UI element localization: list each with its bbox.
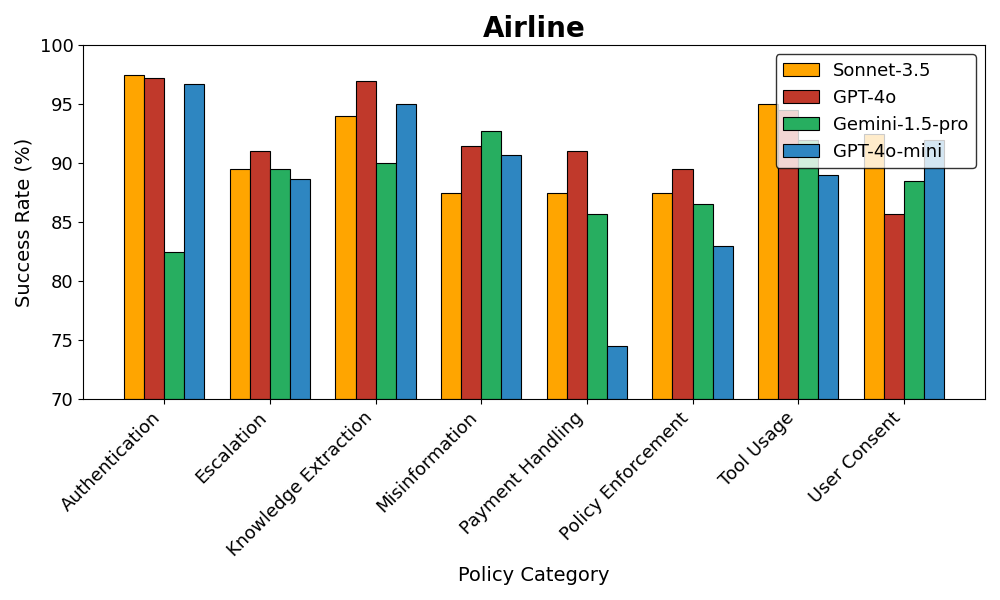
Bar bbox=[693, 205, 713, 399]
Bar bbox=[396, 104, 416, 399]
Bar bbox=[441, 193, 461, 399]
Bar bbox=[884, 214, 904, 399]
Bar bbox=[818, 175, 838, 399]
Bar bbox=[481, 131, 501, 399]
Bar bbox=[758, 104, 778, 399]
Bar bbox=[144, 79, 164, 399]
Bar bbox=[713, 246, 733, 399]
Bar bbox=[924, 140, 944, 399]
Bar bbox=[607, 346, 627, 399]
Bar bbox=[778, 110, 798, 399]
Bar bbox=[290, 179, 310, 399]
Bar bbox=[335, 116, 356, 399]
Bar bbox=[864, 134, 884, 399]
Bar bbox=[904, 181, 924, 399]
Legend: Sonnet-3.5, GPT-4o, Gemini-1.5-pro, GPT-4o-mini: Sonnet-3.5, GPT-4o, Gemini-1.5-pro, GPT-… bbox=[776, 55, 976, 168]
Bar bbox=[672, 169, 693, 399]
Bar bbox=[461, 146, 481, 399]
Bar bbox=[164, 251, 184, 399]
Bar bbox=[652, 193, 672, 399]
Bar bbox=[270, 169, 290, 399]
Bar bbox=[250, 151, 270, 399]
Bar bbox=[356, 80, 376, 399]
Bar bbox=[230, 169, 250, 399]
Bar bbox=[184, 84, 204, 399]
Bar bbox=[587, 214, 607, 399]
Bar bbox=[547, 193, 567, 399]
X-axis label: Policy Category: Policy Category bbox=[458, 566, 610, 585]
Bar bbox=[124, 75, 144, 399]
Bar bbox=[798, 140, 818, 399]
Bar bbox=[501, 155, 521, 399]
Bar bbox=[376, 163, 396, 399]
Bar bbox=[567, 151, 587, 399]
Title: Airline: Airline bbox=[483, 15, 585, 43]
Y-axis label: Success Rate (%): Success Rate (%) bbox=[15, 137, 34, 307]
